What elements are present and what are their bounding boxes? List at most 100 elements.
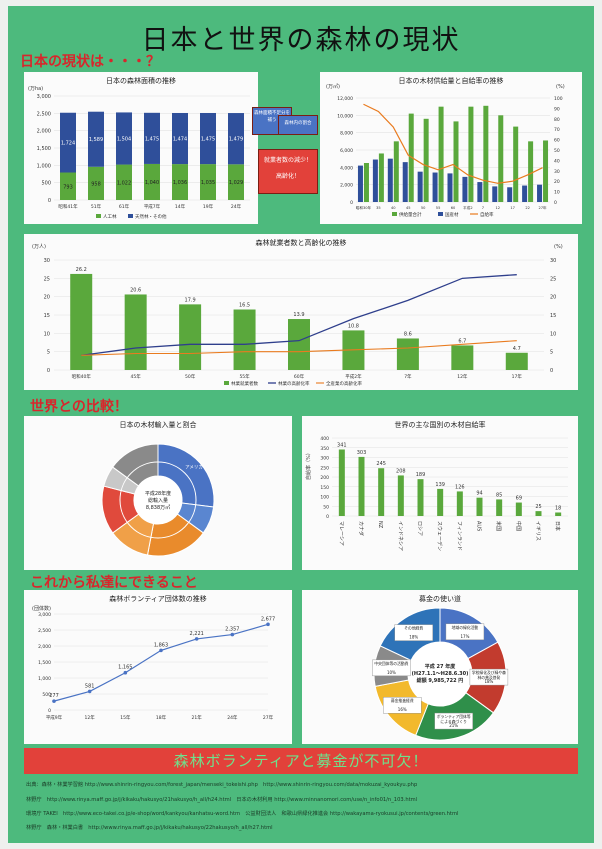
- wood-supply-card: 日本の木材供給量と自給率の推移 (万㎥) (%) 0 2,000 4,000 6,000 8…: [320, 72, 582, 224]
- value-label: 85: [496, 492, 502, 498]
- value-label: 303: [357, 450, 367, 456]
- bar-domestic: [492, 186, 498, 202]
- tick-label: 0: [48, 198, 51, 204]
- slice-label-box: [445, 623, 485, 641]
- category-label: イギリス: [535, 521, 541, 541]
- workers-title: 森林就業者数と高齢化の推移: [255, 239, 347, 247]
- legend-label: 林業の高齢化率: [278, 380, 310, 387]
- tick-label: 30: [44, 258, 50, 264]
- tick-label: 90: [554, 106, 560, 112]
- legend-label: 林業就業者数: [231, 380, 258, 387]
- bar-domestic: [477, 182, 483, 202]
- bar-supply: [513, 126, 519, 202]
- bar-country: [456, 491, 463, 516]
- bar-domestic: [462, 176, 468, 202]
- slice-label-box: [469, 668, 509, 686]
- value-label: 1,479: [229, 137, 243, 143]
- bar-supply: [363, 163, 369, 202]
- tick-label: 25: [44, 276, 50, 282]
- value-label: 17.9: [185, 297, 196, 303]
- volunteer-chart: (団体数) 0 500 1,000 1,500 2,000 2,500 3,000 平成9年 12…: [32, 605, 275, 721]
- bar-domestic: [507, 187, 513, 202]
- bar-natural: [228, 113, 244, 165]
- bar-planted: [228, 164, 244, 200]
- ref-line: 出典：森林・林業学習館 http://www.shinrin-ringyou.c…: [26, 782, 418, 788]
- category-label: 平成2: [463, 205, 472, 210]
- value-label: 245: [376, 461, 386, 467]
- value-label: 8.6: [404, 331, 412, 337]
- callout-line2: 高齢化！: [275, 173, 300, 180]
- legend-swatch: [128, 214, 133, 218]
- bar-country: [358, 456, 365, 516]
- legend-label: 供給量合計: [399, 211, 422, 218]
- bar-domestic: [372, 159, 378, 202]
- workers-chart: (万人) (%) 0 5 10 15 20 25 30 0 5 10 15 20 25 30 26.2 昭和40年…: [32, 244, 563, 387]
- bar-supply: [498, 115, 504, 202]
- tick-label: 0: [47, 368, 50, 374]
- tick-label: 15: [44, 313, 50, 319]
- slice-label: 学校緑化及び緑や森: [472, 670, 506, 675]
- bar-country: [476, 497, 483, 516]
- category-label: 27年: [538, 205, 547, 210]
- bar-country: [555, 512, 562, 516]
- data-point: [230, 632, 235, 637]
- value-label: 26.2: [76, 267, 87, 273]
- value-label: 2,221: [190, 631, 204, 637]
- arrow-right: 森林内の割合: [278, 115, 318, 135]
- arrow-left-label: 森林面積不足分を補う: [254, 111, 290, 123]
- slice-label: 林の普及啓発: [478, 675, 501, 680]
- bar-natural: [116, 112, 132, 165]
- tick-label: 500: [42, 692, 51, 698]
- bar-workers: [451, 345, 474, 370]
- slice-pct: 10%: [387, 670, 396, 675]
- value-label: 69: [516, 496, 522, 502]
- tick-label: 2,500: [38, 628, 51, 634]
- unit-label: (%): [556, 84, 565, 90]
- slice-label: による森づくり: [440, 719, 466, 724]
- bar-supply: [528, 141, 534, 202]
- tick-label: 400: [320, 436, 329, 442]
- category-label: 19年: [203, 203, 214, 210]
- center-label: (H27.1.1～H28.6.30): [412, 671, 469, 677]
- tick-label: 20: [44, 295, 50, 301]
- tick-label: 500: [41, 181, 51, 187]
- fund-chart: 平成 27 年度(H27.1.1～H28.6.30)総額 9,985,722 円…: [372, 607, 509, 741]
- tick-label: 2,000: [340, 183, 353, 189]
- category-label: 51年: [91, 203, 102, 210]
- category-label: 24年: [231, 203, 242, 210]
- category-label: 中国: [515, 521, 522, 531]
- arrow-right-label: 森林内の割合: [284, 121, 312, 126]
- category-label: 24年: [227, 714, 238, 721]
- slice-label-box: [383, 697, 422, 714]
- category-label: 55: [436, 206, 441, 210]
- bar-supply: [453, 121, 459, 202]
- bar-supply: [483, 105, 489, 202]
- bar-country: [515, 502, 522, 516]
- category-label: 12年: [457, 373, 468, 380]
- bar-planted: [88, 166, 104, 200]
- ref-line: 林野庁 http://www.rinya.maff.go.jp/j/kikaku…: [26, 797, 418, 803]
- tick-label: 5: [550, 350, 553, 356]
- bar-domestic: [402, 162, 408, 202]
- slice-pct: 18%: [409, 635, 418, 640]
- slice-label: ボランティア団体等: [437, 714, 471, 719]
- tick-label: 1,000: [38, 676, 51, 682]
- fund-card: 募金の使い道 平成 27 年度 (H27.1.1～H28.6.30) 総額 9,98…: [302, 590, 578, 744]
- category-label: カナダ: [358, 521, 365, 536]
- slice-label: アメリカ: [185, 464, 203, 470]
- callout-box: 就業者数の減少！ 高齢化！: [258, 149, 318, 194]
- tick-label: 100: [554, 96, 563, 102]
- slice-label: その他経費: [404, 626, 423, 631]
- category-label: 50年: [185, 373, 196, 380]
- category-label: NZ: [377, 521, 383, 529]
- data-point: [159, 648, 163, 653]
- donut-hole: [408, 642, 472, 706]
- axis-label: 自給率（%）: [305, 450, 312, 480]
- unit-label: (万㎥): [326, 83, 340, 90]
- category-label: 60年: [294, 373, 305, 380]
- value-label: 1,035: [201, 180, 215, 186]
- category-label: 45年: [131, 373, 142, 380]
- data-point: [87, 689, 92, 694]
- value-label: 94: [476, 491, 482, 497]
